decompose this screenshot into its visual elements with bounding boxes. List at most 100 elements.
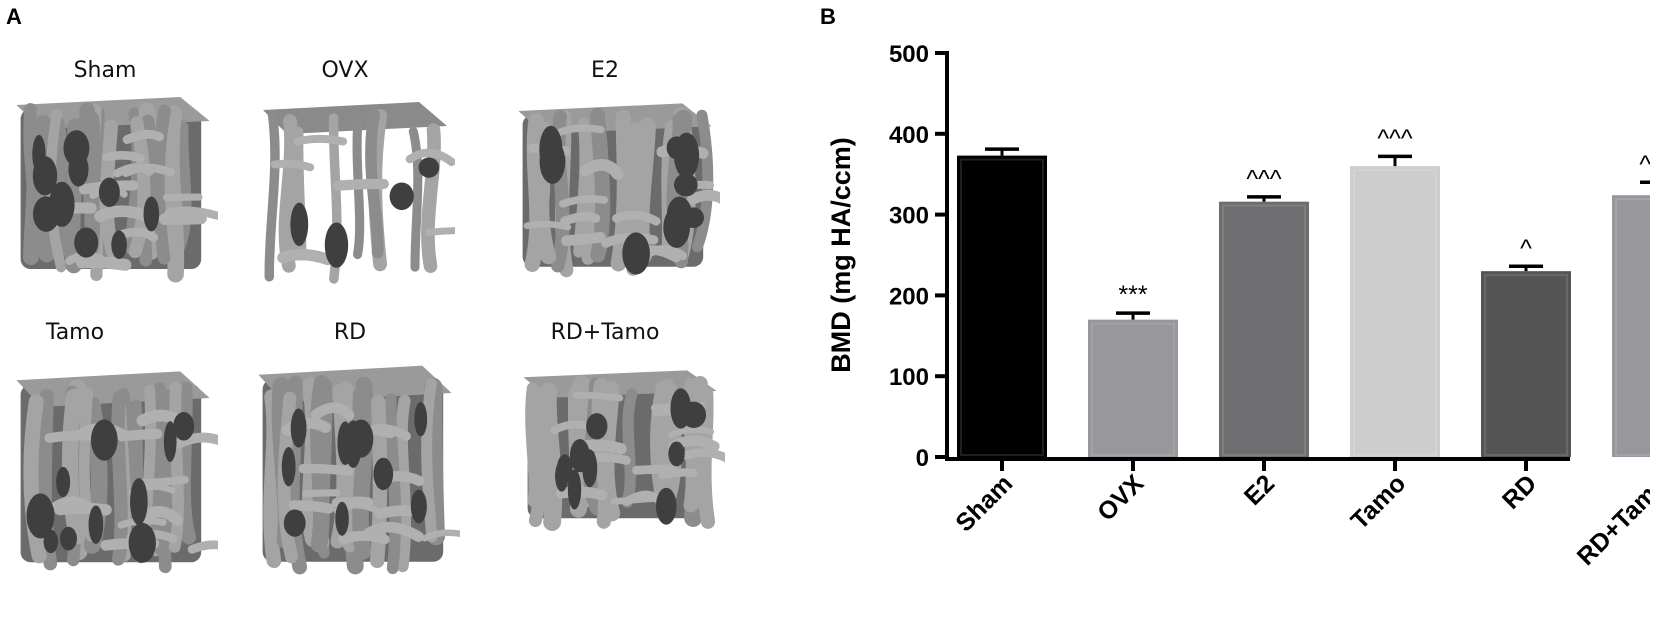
trabecula — [352, 376, 374, 560]
trabecula-link — [363, 521, 424, 542]
trabecula-link — [94, 205, 154, 223]
trabecula — [538, 382, 563, 531]
x-category-label: Sham — [950, 469, 1018, 537]
marrow-cavity — [98, 177, 120, 207]
bar-highlight — [1484, 274, 1568, 456]
marrow-cavity — [74, 227, 99, 258]
trabecula — [621, 388, 638, 508]
trabecula — [365, 108, 384, 259]
marrow-cavity — [26, 493, 55, 539]
trabecula — [152, 104, 171, 265]
marrow-cavity — [68, 152, 89, 187]
trabecula-link — [558, 195, 609, 208]
bmd-bar-chart: 0 100 200 300 400 500 BMD (mg HA/ccm) Sham *** OV… — [826, 41, 1650, 571]
bar — [1612, 195, 1650, 457]
marrow-cavity — [111, 230, 127, 260]
marrow-cavity — [290, 408, 307, 448]
bar — [957, 155, 1047, 457]
bar-highlight — [960, 158, 1044, 456]
x-category-label: RD — [1497, 469, 1542, 514]
specimen-image-sham — [16, 97, 218, 283]
trabecula-link — [158, 212, 207, 225]
trabecula-link — [552, 124, 605, 138]
trabecula-link — [338, 530, 390, 545]
x-category-label: E2 — [1239, 469, 1280, 510]
marrow-cavity — [59, 526, 77, 551]
trabecula-link — [281, 417, 332, 436]
trabecula — [176, 381, 196, 545]
trabecula-link — [310, 402, 355, 421]
x-category-label: RD+Tamo — [1572, 469, 1650, 570]
trabecula-link — [523, 220, 572, 231]
marrow-cavity — [622, 232, 650, 275]
y-tick-label: 300 — [889, 203, 929, 230]
trabecula-link — [579, 159, 624, 181]
marrow-cavity — [128, 522, 156, 563]
trabecula-link — [164, 206, 218, 220]
bar — [1350, 166, 1440, 457]
trabecula-link — [116, 428, 163, 442]
trabecula — [395, 394, 412, 573]
trabecula-link — [301, 489, 341, 498]
y-tick-label: 0 — [916, 445, 929, 472]
y-tick-label: 200 — [889, 283, 929, 310]
marrow-cavity — [673, 173, 698, 197]
marrow-cavity — [290, 202, 309, 247]
panel-a-label: A — [6, 4, 22, 29]
trabecula-link — [298, 463, 354, 476]
trabecula-link — [555, 486, 608, 501]
trabecula-link — [572, 391, 624, 402]
trabecula — [163, 105, 185, 283]
trabecula — [352, 115, 365, 260]
bone-structure — [263, 102, 455, 284]
trabecula-link — [288, 500, 334, 514]
x-category-label: OVX — [1092, 469, 1149, 526]
bone-structure — [523, 370, 725, 531]
marrow-cavity — [373, 457, 394, 491]
trabecula — [111, 390, 128, 563]
marrow-cavity — [556, 454, 573, 483]
trabecula — [168, 381, 184, 553]
marrow-cavity — [389, 182, 414, 211]
trabecula — [421, 378, 438, 543]
bone-structure — [16, 371, 218, 574]
marrow-cavity — [655, 487, 677, 525]
trabecula-link — [560, 212, 601, 226]
specimen-label-rd: RD — [333, 320, 367, 345]
specimen-image-ovx — [263, 102, 455, 284]
trabecula-link — [277, 248, 334, 266]
bar — [1088, 319, 1178, 457]
marrow-cavity — [410, 489, 427, 524]
bar-highlight — [1353, 169, 1437, 456]
trabecula-link — [421, 529, 460, 542]
trabecula-link — [187, 540, 218, 554]
trabecula-link — [102, 151, 145, 163]
trabecula-link — [54, 502, 112, 516]
specimen-image-e2 — [518, 103, 720, 278]
significance-label: ^^^ — [1377, 124, 1412, 152]
marrow-cavity — [681, 401, 707, 429]
trabecula-link — [612, 210, 661, 226]
trabecula-link — [424, 227, 455, 237]
specimen-label-tamo: Tamo — [45, 320, 105, 345]
specimen-label-ovx: OVX — [321, 58, 369, 83]
trabecula-link — [122, 129, 164, 145]
trabecula-link — [405, 148, 455, 167]
bar-highlight — [1222, 204, 1306, 456]
trabecula-link — [293, 134, 348, 146]
trabecula-link — [622, 490, 662, 506]
trabecula — [573, 117, 591, 258]
trabecula — [23, 103, 42, 256]
marrow-cavity — [668, 441, 685, 467]
trabecula — [384, 393, 402, 575]
marrow-cavity — [56, 466, 71, 498]
marrow-cavity — [569, 438, 590, 473]
trabecula-link — [51, 496, 95, 511]
trabecula — [683, 377, 701, 513]
bar-highlight — [1615, 198, 1650, 456]
specimen-label-e2: E2 — [591, 58, 619, 83]
trabecula-link — [682, 448, 725, 463]
panel-b-label: B — [820, 4, 836, 29]
significance-label: ^^^ — [1246, 165, 1281, 193]
marrow-cavity — [163, 421, 177, 463]
